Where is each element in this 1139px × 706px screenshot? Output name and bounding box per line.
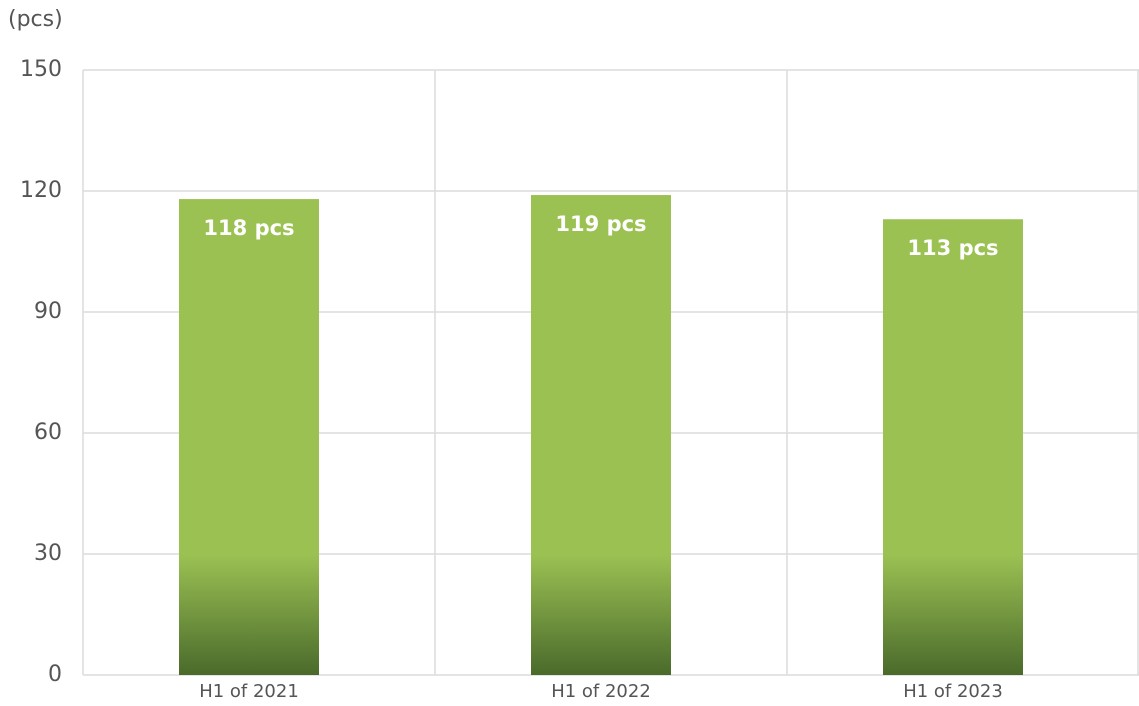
y-tick-label: 90 [34,299,62,324]
y-tick-label: 150 [20,57,62,82]
bar [531,195,671,676]
x-tick-label: H1 of 2023 [903,681,1003,702]
y-tick-label: 30 [34,541,62,566]
bar [179,199,319,676]
x-tick-label: H1 of 2022 [551,681,651,702]
data-label: 118 pcs [203,216,294,240]
y-tick-label: 0 [48,662,62,687]
y-tick-label: 60 [34,420,62,445]
y-axis-unit: (pcs) [8,7,63,32]
y-tick-label: 120 [20,178,62,203]
bar [883,219,1023,675]
data-label: 113 pcs [907,236,998,260]
data-label: 119 pcs [555,212,646,236]
x-tick-label: H1 of 2021 [199,681,299,702]
